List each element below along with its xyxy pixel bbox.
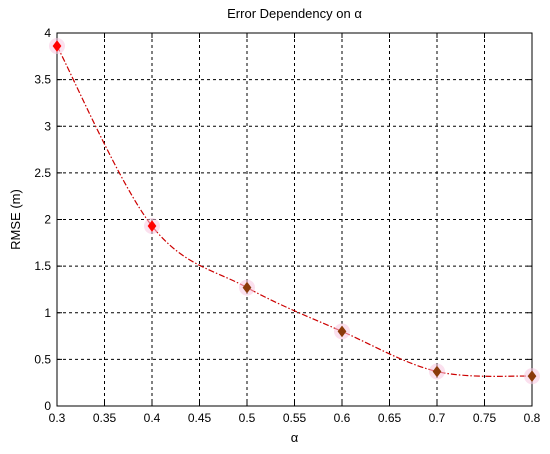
x-tick-label: 0.65 (378, 411, 402, 425)
y-tick-label: 2 (44, 213, 51, 227)
y-tick-label: 3.5 (34, 73, 51, 87)
x-tick-labels: 0.3 0.35 0.4 0.45 0.5 0.55 0.6 0.65 0.7 0.75 0.8 (49, 411, 541, 425)
y-tick-label: 2.5 (34, 166, 51, 180)
data-point-marker (242, 281, 252, 294)
x-tick-label: 0.55 (283, 411, 307, 425)
x-tick-label: 0.5 (239, 411, 256, 425)
data-point-marker (337, 325, 347, 338)
axis-ticks (56, 32, 533, 407)
y-tick-label: 3 (44, 119, 51, 133)
data-point-marker (52, 40, 62, 52)
y-tick-label: 0 (44, 399, 51, 413)
y-tick-label: 4 (44, 26, 51, 40)
y-tick-label: 1 (44, 306, 51, 320)
x-tick-label: 0.4 (144, 411, 161, 425)
chart-title: Error Dependency on α (227, 6, 362, 21)
x-tick-label: 0.7 (429, 411, 446, 425)
x-tick-label: 0.45 (188, 411, 212, 425)
data-series (49, 38, 540, 385)
x-axis-title: α (291, 430, 299, 445)
x-tick-label: 0.35 (93, 411, 117, 425)
grid-lines (57, 33, 532, 406)
data-point-marker (527, 370, 537, 382)
x-tick-label: 0.8 (524, 411, 541, 425)
x-tick-label: 0.3 (49, 411, 66, 425)
x-tick-label: 0.75 (473, 411, 497, 425)
y-tick-labels: 0 0.5 1 1.5 2 2.5 3 3.5 4 (34, 26, 51, 413)
x-tick-label: 0.6 (334, 411, 351, 425)
data-point-marker (432, 365, 442, 378)
y-axis-title: RMSE (m) (8, 189, 23, 250)
y-tick-label: 0.5 (34, 352, 51, 366)
data-point-marker (147, 220, 157, 232)
y-tick-label: 1.5 (34, 259, 51, 273)
